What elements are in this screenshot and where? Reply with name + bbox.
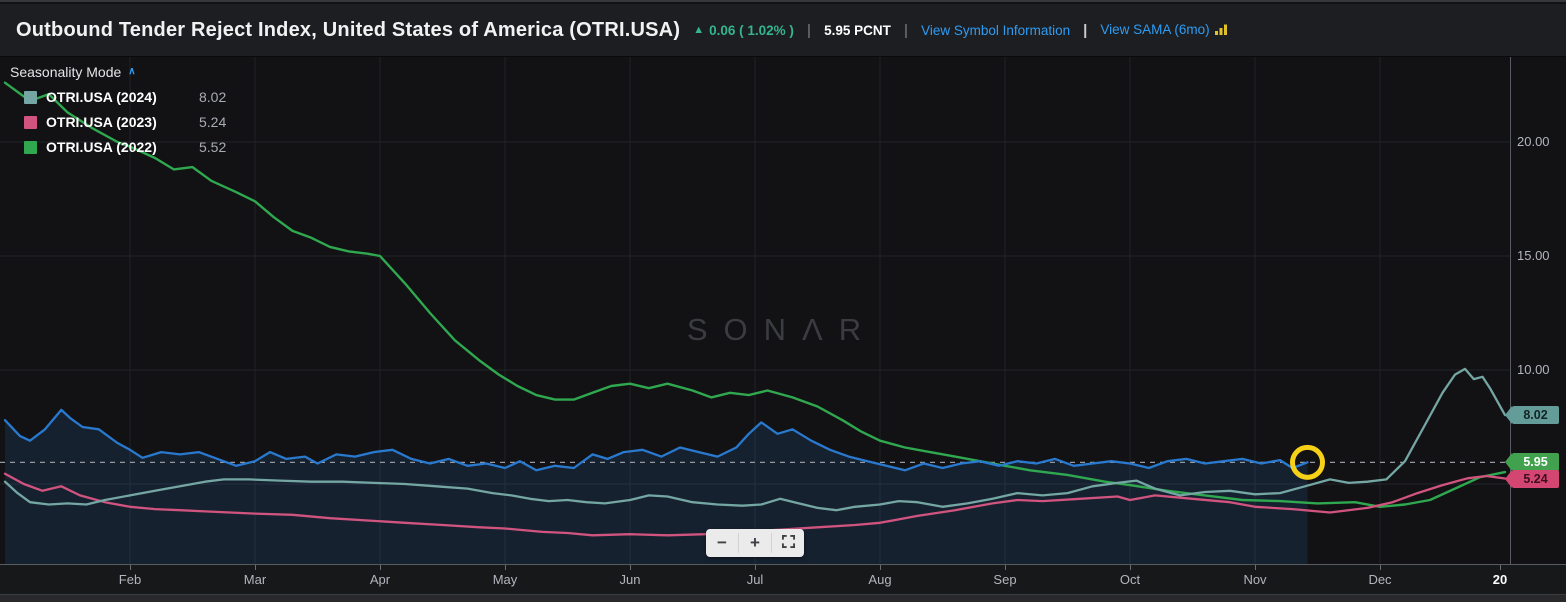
separator: |: [806, 21, 812, 39]
x-axis-tick: [130, 565, 131, 570]
x-axis-tick-label: Sep: [993, 572, 1017, 587]
chevron-up-icon: ∧: [128, 65, 136, 77]
legend-item-2023[interactable]: OTRI.USA (2023) 5.24: [24, 114, 226, 130]
legend: Seasonality Mode ∧ OTRI.USA (2024) 8.02 …: [10, 64, 226, 164]
zoom-in-button[interactable]: +: [739, 529, 771, 557]
price-tag-arrow: [1505, 453, 1512, 472]
chart-canvas[interactable]: [0, 57, 1566, 564]
current-value-marker: [1290, 444, 1325, 480]
toolbar-divider: [738, 533, 739, 553]
price-tag-arrow: [1505, 469, 1512, 488]
arrow-up-icon: ▲: [693, 24, 705, 36]
current-series-area-fill: [5, 409, 1308, 564]
legend-seasonality-toggle[interactable]: Seasonality Mode ∧: [10, 64, 226, 80]
series-line[interactable]: [3, 367, 1507, 512]
series-swatch-2023: [24, 115, 37, 129]
series-label: OTRI.USA (2024): [46, 89, 157, 105]
separator: |: [903, 21, 909, 39]
x-axis-tick: [1005, 565, 1006, 570]
plus-icon: +: [750, 533, 760, 552]
legend-title: Seasonality Mode: [10, 64, 122, 80]
series-line[interactable]: [3, 81, 1507, 508]
x-axis-tick: [1130, 565, 1131, 570]
series-line[interactable]: [3, 408, 1309, 472]
change-indicator: ▲ 0.06 ( 1.02% ): [693, 23, 794, 38]
series-swatch-2022: [24, 140, 37, 154]
x-axis-tick: [1500, 565, 1501, 570]
price-tag: 8.02: [1505, 406, 1559, 425]
series-value: 5.52: [199, 139, 227, 155]
x-axis-tick-label: Apr: [369, 572, 391, 587]
y-axis-tick-label: 20.00: [1517, 134, 1550, 149]
y-axis-tick-label: 10.00: [1517, 362, 1550, 377]
panel-bottom-edge: [0, 594, 1566, 602]
toolbar-divider: [771, 533, 772, 553]
x-axis-tick: [505, 565, 506, 570]
sama-gold-icon: [1214, 23, 1228, 39]
chart-zoom-toolbar: − +: [706, 529, 804, 557]
chart-plot-area[interactable]: Seasonality Mode ∧ OTRI.USA (2024) 8.02 …: [0, 57, 1566, 564]
x-axis-tick: [255, 565, 256, 570]
price-tag: 5.24: [1505, 469, 1559, 488]
x-axis-tick: [630, 565, 631, 570]
x-axis-tick-label: Aug: [868, 572, 892, 587]
zoom-out-button[interactable]: −: [706, 529, 738, 557]
legend-item-2022[interactable]: OTRI.USA (2022) 5.52: [24, 139, 226, 155]
x-axis-tick-label: Dec: [1368, 572, 1392, 587]
last-value-pcnt: 5.95 PCNT: [824, 22, 891, 38]
x-axis-tick: [1255, 565, 1256, 570]
sonar-watermark: SONΛR: [686, 312, 878, 347]
series-label: OTRI.USA (2023): [46, 114, 157, 130]
x-axis[interactable]: Feb Mar Apr May Jun Jul Aug Sep Oct Nov Dec 20: [0, 564, 1566, 594]
y-axis-tick-label: 15.00: [1517, 248, 1550, 263]
chart-header: Outbound Tender Reject Index, United Sta…: [0, 4, 1566, 57]
x-axis-tick-label: Nov: [1243, 572, 1267, 587]
separator: |: [1083, 21, 1088, 39]
x-axis-tick-label: Jun: [619, 572, 641, 587]
x-axis-tick-label: Oct: [1119, 572, 1141, 587]
view-sama-label: View SAMA (6mo): [1100, 21, 1210, 37]
y-axis-line[interactable]: [1510, 57, 1511, 564]
price-tag: 5.95: [1505, 453, 1559, 472]
x-axis-tick-label: May: [492, 572, 518, 587]
change-value: 0.06 ( 1.02% ): [709, 22, 794, 38]
legend-item-2024[interactable]: OTRI.USA (2024) 8.02: [24, 89, 226, 105]
series-value: 5.24: [199, 114, 227, 130]
view-sama-link[interactable]: View SAMA (6mo): [1100, 22, 1227, 39]
x-axis-tick: [380, 565, 381, 570]
series-swatch-2024: [24, 90, 37, 104]
reset-zoom-button[interactable]: [772, 529, 804, 557]
x-axis-tick-label: Mar: [243, 572, 267, 587]
x-axis-tick: [1380, 565, 1381, 570]
series-value: 8.02: [199, 89, 227, 105]
x-axis-end-label: 20: [1492, 572, 1508, 587]
page-title: Outbound Tender Reject Index, United Sta…: [16, 18, 681, 41]
x-axis-tick-label: Jul: [746, 572, 764, 587]
minus-icon: −: [717, 533, 727, 552]
view-symbol-information-link[interactable]: View Symbol Information: [921, 22, 1071, 38]
x-axis-tick: [880, 565, 881, 570]
fullscreen-corners-icon: [781, 533, 795, 553]
x-axis-tick-label: Feb: [118, 572, 142, 587]
x-axis-tick: [755, 565, 756, 570]
series-label: OTRI.USA (2022): [46, 139, 157, 155]
price-tag-arrow: [1505, 406, 1512, 425]
